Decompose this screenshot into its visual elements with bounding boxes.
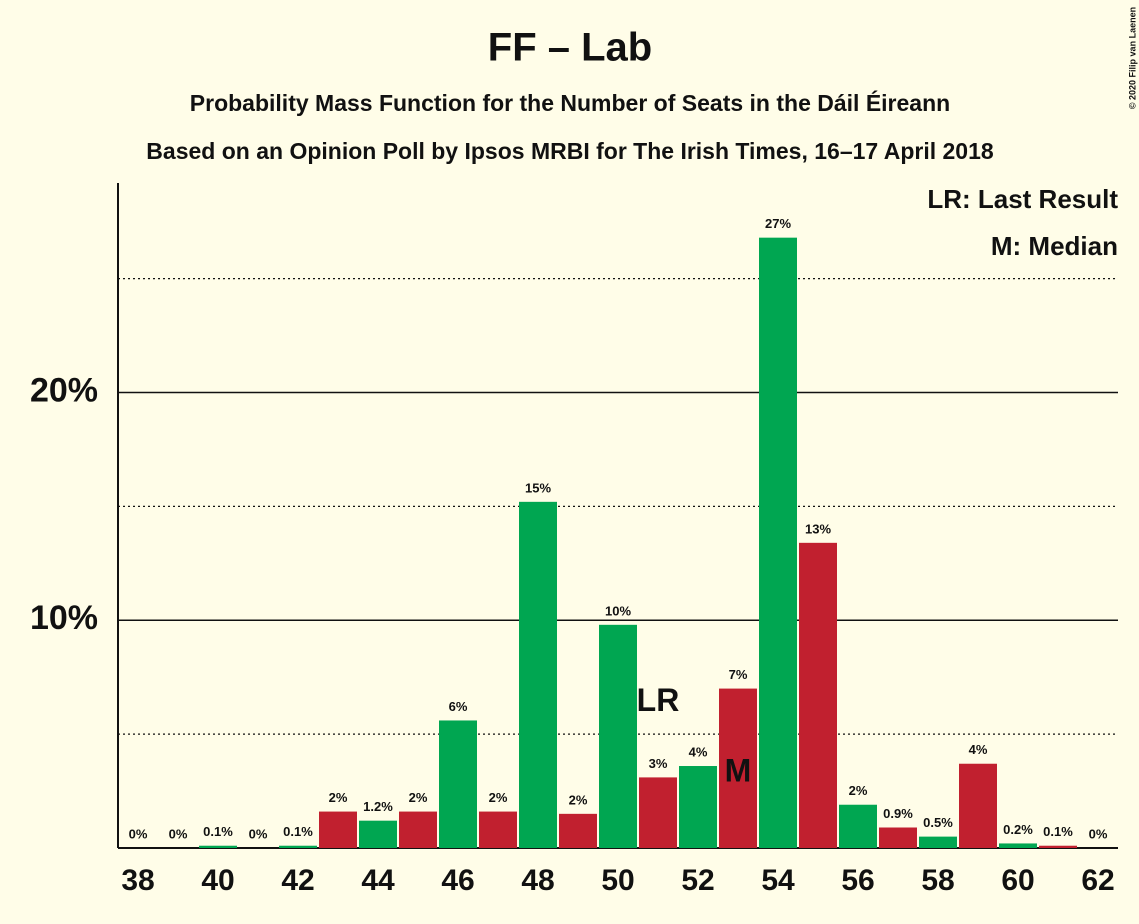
value-label: 0.5% — [923, 815, 953, 830]
bar — [639, 777, 677, 848]
x-tick-label: 40 — [201, 864, 234, 897]
bar — [759, 237, 797, 848]
bar — [559, 813, 597, 848]
value-label: 6% — [449, 699, 468, 714]
value-label: 0% — [169, 826, 188, 841]
bar — [359, 820, 397, 848]
chart-title: FF – Lab — [488, 26, 652, 70]
value-label: 0% — [1089, 826, 1108, 841]
value-label: 1.2% — [363, 799, 393, 814]
x-tick-label: 62 — [1081, 864, 1114, 897]
value-label: 27% — [765, 216, 791, 231]
bar — [719, 688, 757, 848]
value-label: 0% — [249, 826, 268, 841]
value-label: 15% — [525, 480, 551, 495]
bar — [839, 804, 877, 848]
x-tick-label: 56 — [841, 864, 874, 897]
chart-subtitle: Probability Mass Function for the Number… — [190, 89, 950, 116]
x-tick-label: 44 — [361, 864, 395, 897]
value-label: 3% — [649, 756, 668, 771]
value-label: 2% — [849, 783, 868, 798]
bar — [479, 811, 517, 848]
x-tick-label: 60 — [1001, 864, 1034, 897]
x-tick-label: 54 — [761, 864, 795, 897]
x-tick-label: 58 — [921, 864, 954, 897]
value-label: 4% — [969, 742, 988, 757]
bar — [999, 843, 1037, 848]
bar — [879, 827, 917, 848]
value-label: 2% — [489, 790, 508, 805]
value-label: 0.2% — [1003, 822, 1033, 837]
bar — [279, 845, 317, 848]
legend-note: LR: Last Result — [927, 184, 1118, 214]
credit: © 2020 Filip van Laenen — [1127, 7, 1137, 109]
value-label: 2% — [409, 790, 428, 805]
x-tick-label: 52 — [681, 864, 714, 897]
x-tick-label: 50 — [601, 864, 634, 897]
annotation: LR — [637, 682, 680, 718]
bar — [679, 766, 717, 848]
y-tick-label: 10% — [30, 599, 98, 637]
chart-subtitle: Based on an Opinion Poll by Ipsos MRBI f… — [146, 138, 994, 164]
value-label: 0.9% — [883, 806, 913, 821]
x-tick-label: 42 — [281, 864, 314, 897]
bar — [959, 763, 997, 848]
bar — [439, 720, 477, 848]
x-tick-label: 48 — [521, 864, 554, 897]
value-label: 0.1% — [1043, 824, 1073, 839]
bar — [319, 811, 357, 848]
x-tick-label: 46 — [441, 864, 474, 897]
bar — [1039, 845, 1077, 848]
bar — [519, 501, 557, 848]
annotation: M — [725, 752, 752, 788]
value-label: 2% — [329, 790, 348, 805]
value-label: 0% — [129, 826, 148, 841]
bar — [399, 811, 437, 848]
value-label: 10% — [605, 603, 631, 618]
bar — [799, 542, 837, 848]
value-label: 13% — [805, 521, 831, 536]
y-tick-label: 20% — [30, 372, 98, 410]
value-label: 2% — [569, 792, 588, 807]
value-label: 0.1% — [203, 824, 233, 839]
x-tick-label: 38 — [121, 864, 154, 897]
value-label: 4% — [689, 744, 708, 759]
legend-note: M: Median — [991, 231, 1118, 261]
bar — [919, 836, 957, 848]
bar — [199, 845, 237, 848]
value-label: 0.1% — [283, 824, 313, 839]
value-label: 7% — [729, 667, 748, 682]
bar — [599, 624, 637, 848]
